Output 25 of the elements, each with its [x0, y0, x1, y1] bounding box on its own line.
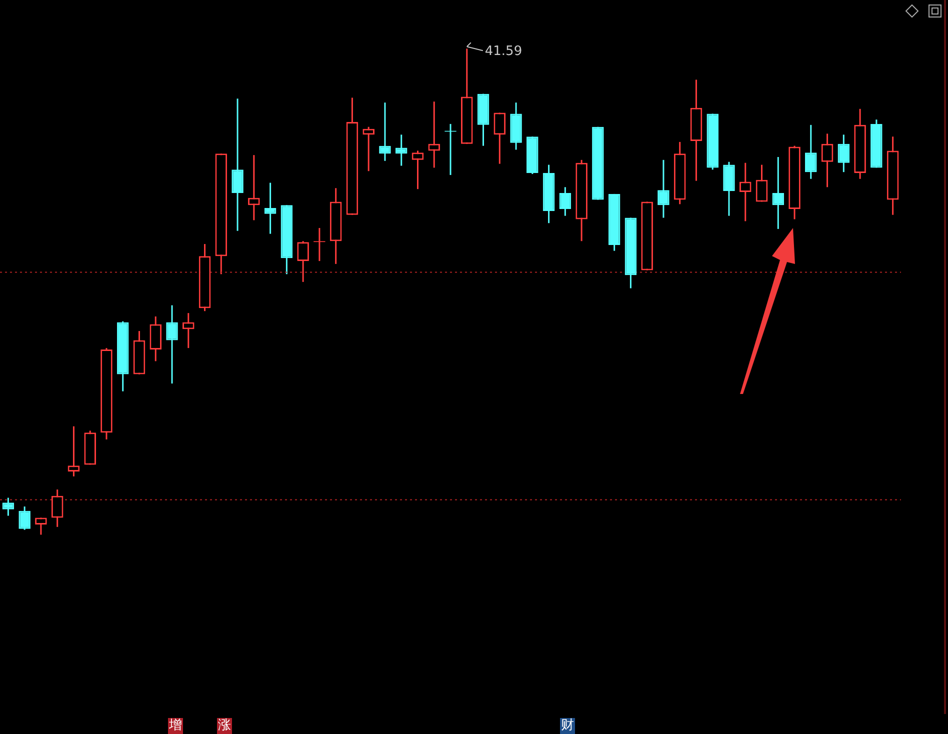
text: 增 [168, 718, 183, 734]
candlestick [232, 98, 244, 232]
candlestick [248, 154, 260, 221]
text: 涨 [217, 718, 232, 734]
candlestick [756, 164, 768, 202]
candlestick [68, 426, 80, 478]
candlestick [772, 156, 784, 230]
candlestick [379, 102, 391, 162]
candlestick [264, 182, 276, 235]
candlestick [35, 516, 47, 536]
candlestick [412, 150, 424, 190]
candlestick [739, 162, 752, 222]
candlestick [51, 488, 64, 528]
candlestick [166, 304, 178, 384]
candlestick [2, 497, 14, 516]
candlestick [362, 126, 374, 172]
candlestick [428, 100, 440, 168]
candlestick [182, 312, 194, 349]
candlestick [723, 161, 735, 217]
annotation: 41.59 [484, 44, 522, 59]
text: 财 [560, 718, 575, 734]
candlestick [150, 316, 162, 362]
candlestick [658, 159, 670, 219]
candlestick [395, 134, 408, 167]
candlestick [494, 112, 506, 165]
